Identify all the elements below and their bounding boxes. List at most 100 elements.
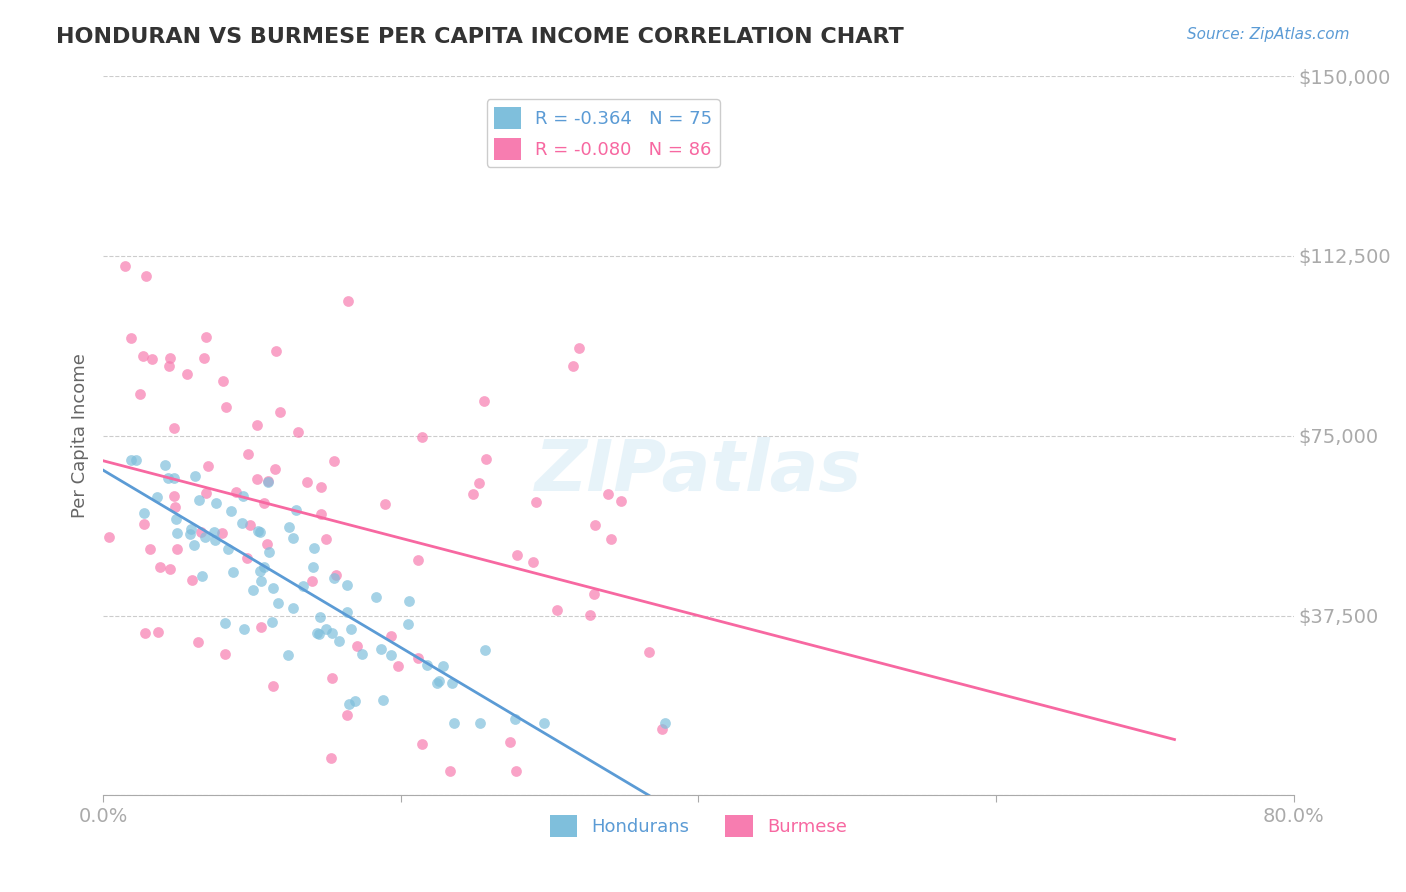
Point — [166, 525, 188, 540]
Point — [262, 581, 284, 595]
Point — [149, 559, 172, 574]
Point — [211, 525, 233, 540]
Point — [380, 648, 402, 662]
Point — [499, 735, 522, 749]
Point — [180, 522, 202, 536]
Point — [475, 452, 498, 467]
Point — [141, 352, 163, 367]
Point — [474, 393, 496, 408]
Point — [336, 605, 359, 619]
Point — [425, 676, 447, 690]
Point — [583, 518, 606, 533]
Point — [598, 486, 620, 500]
Point — [503, 712, 526, 726]
Point — [135, 269, 157, 284]
Point — [249, 524, 271, 539]
Point — [236, 447, 259, 461]
Point — [197, 458, 219, 473]
Point — [194, 486, 217, 500]
Point — [246, 524, 269, 539]
Point — [524, 495, 547, 509]
Point — [406, 552, 429, 566]
Point — [193, 351, 215, 366]
Point — [204, 533, 226, 547]
Point — [155, 458, 177, 472]
Point — [439, 764, 461, 779]
Point — [194, 530, 217, 544]
Point — [308, 627, 330, 641]
Point — [474, 642, 496, 657]
Point — [533, 716, 555, 731]
Point — [387, 659, 409, 673]
Point — [183, 538, 205, 552]
Point — [157, 359, 180, 373]
Point — [374, 498, 396, 512]
Point — [264, 343, 287, 358]
Text: ZIPatlas: ZIPatlas — [534, 437, 862, 506]
Point — [325, 567, 347, 582]
Point — [380, 629, 402, 643]
Point — [222, 565, 245, 579]
Point — [214, 647, 236, 661]
Point — [411, 737, 433, 751]
Point — [336, 708, 359, 723]
Point — [184, 469, 207, 483]
Point — [443, 716, 465, 731]
Point — [139, 542, 162, 557]
Point — [396, 616, 419, 631]
Point — [165, 512, 187, 526]
Point — [638, 645, 661, 659]
Legend: Hondurans, Burmese: Hondurans, Burmese — [543, 807, 853, 844]
Point — [190, 524, 212, 539]
Point — [181, 574, 204, 588]
Point — [215, 400, 238, 414]
Point — [250, 574, 273, 588]
Point — [132, 349, 155, 363]
Point — [302, 559, 325, 574]
Point — [610, 494, 633, 508]
Point — [269, 405, 291, 419]
Point — [191, 569, 214, 583]
Point — [654, 716, 676, 731]
Point — [132, 506, 155, 520]
Point — [128, 386, 150, 401]
Point — [292, 579, 315, 593]
Point — [163, 471, 186, 485]
Point — [582, 586, 605, 600]
Point — [225, 484, 247, 499]
Point — [236, 551, 259, 566]
Point — [232, 489, 254, 503]
Point — [242, 582, 264, 597]
Point — [187, 492, 209, 507]
Point — [163, 489, 186, 503]
Point — [305, 626, 328, 640]
Point — [309, 480, 332, 494]
Point — [287, 425, 309, 440]
Point — [578, 607, 600, 622]
Point — [98, 530, 121, 544]
Point — [441, 676, 464, 690]
Point — [546, 603, 568, 617]
Point — [283, 601, 305, 615]
Point — [337, 294, 360, 309]
Point — [253, 496, 276, 510]
Point — [506, 549, 529, 563]
Point — [239, 518, 262, 533]
Point — [256, 474, 278, 488]
Point — [301, 574, 323, 588]
Point — [321, 671, 343, 685]
Point — [202, 525, 225, 540]
Point — [370, 642, 392, 657]
Point — [146, 490, 169, 504]
Point — [163, 420, 186, 434]
Point — [176, 367, 198, 381]
Point — [249, 565, 271, 579]
Point — [211, 374, 233, 388]
Text: HONDURAN VS BURMESE PER CAPITA INCOME CORRELATION CHART: HONDURAN VS BURMESE PER CAPITA INCOME CO… — [56, 27, 904, 46]
Point — [233, 622, 256, 636]
Point — [505, 764, 527, 779]
Point — [159, 351, 181, 365]
Point — [322, 571, 344, 585]
Point — [246, 472, 269, 486]
Point — [277, 648, 299, 662]
